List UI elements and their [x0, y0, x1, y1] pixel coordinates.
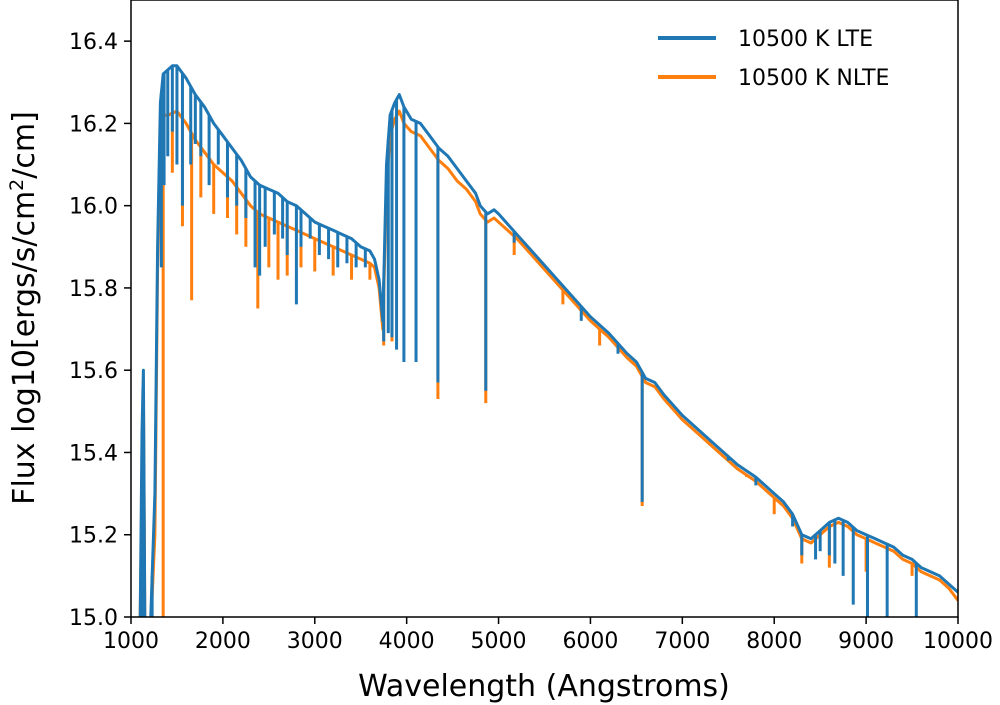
y-axis-label: Flux log10[ergs/s/cm2/cm] — [6, 111, 42, 505]
y-tick-label: 15.8 — [69, 277, 118, 302]
series-1 — [138, 109, 958, 617]
y-axis-label-prefix: Flux log10[ergs/s/cm — [7, 191, 42, 505]
y-tick-label: 16.2 — [69, 112, 118, 137]
y-tick-label: 15.4 — [69, 441, 118, 466]
legend: 10500 K LTE 10500 K NLTE — [658, 27, 889, 91]
x-tick-label: 6000 — [562, 629, 618, 654]
x-axis-label: Wavelength (Angstroms) — [358, 669, 730, 704]
plot-frame — [130, 0, 959, 618]
x-tick-label: 9000 — [838, 629, 894, 654]
series-line — [138, 64, 958, 617]
x-tick-label: 8000 — [746, 629, 802, 654]
x-tick-label: 1000 — [103, 629, 159, 654]
series-layer — [138, 64, 958, 617]
x-tick-label: 2000 — [195, 629, 251, 654]
series-0 — [138, 64, 958, 617]
legend-label-nlte: 10500 K NLTE — [738, 66, 889, 91]
y-tick-label: 16.0 — [69, 195, 118, 220]
x-tick-label: 5000 — [471, 629, 527, 654]
y-tick-label: 15.2 — [69, 524, 118, 549]
y-axis-label-superscript: 2 — [6, 179, 28, 191]
x-tick-label: 3000 — [287, 629, 343, 654]
x-axis: 1000 2000 3000 4000 5000 6000 7000 8000 9000 1000… — [103, 617, 993, 654]
y-tick-label: 15.0 — [69, 606, 118, 631]
y-tick-label: 15.6 — [69, 359, 118, 384]
x-tick-label: 10000 — [923, 629, 993, 654]
y-axis: 15.0 15.2 15.4 15.6 15.8 16.0 16.2 16.4 — [69, 30, 131, 631]
legend-label-lte: 10500 K LTE — [738, 27, 873, 52]
x-tick-label: 7000 — [654, 629, 710, 654]
y-axis-label-suffix: /cm] — [7, 111, 42, 179]
x-tick-label: 4000 — [379, 629, 435, 654]
series-line — [138, 109, 958, 617]
y-tick-label: 16.4 — [69, 30, 118, 55]
